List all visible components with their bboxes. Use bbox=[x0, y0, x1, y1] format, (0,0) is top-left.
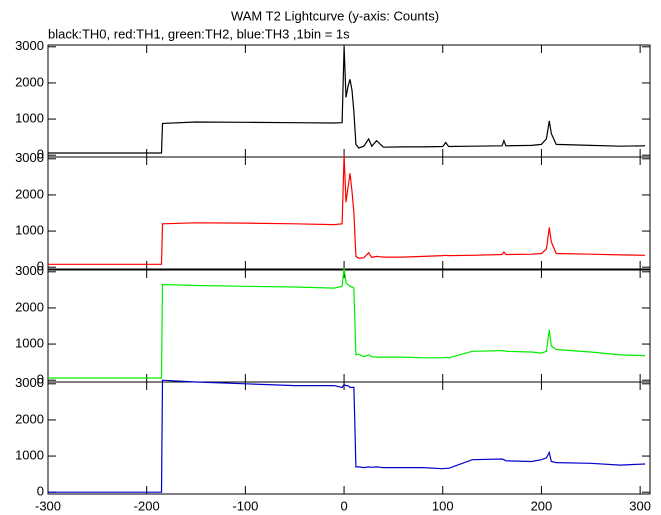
series-line bbox=[48, 379, 646, 493]
series-line bbox=[48, 46, 646, 154]
y-tick-label: 0 bbox=[37, 147, 44, 162]
y-tick-label: 3000 bbox=[15, 150, 44, 165]
y-tick-label: 1000 bbox=[15, 111, 44, 126]
y-tick-label: 3000 bbox=[15, 263, 44, 278]
x-tick-label: 100 bbox=[432, 498, 454, 513]
x-tick-label: 0 bbox=[340, 498, 347, 513]
y-tick-label: 3000 bbox=[15, 38, 44, 53]
chart-subtitle: black:TH0, red:TH1, green:TH2, blue:TH3 … bbox=[48, 26, 350, 41]
y-tick-label: 0 bbox=[37, 484, 44, 499]
y-tick-label: 2000 bbox=[15, 411, 44, 426]
y-tick-label: 2000 bbox=[15, 186, 44, 201]
y-tick-label: 0 bbox=[37, 259, 44, 274]
x-tick-label: 200 bbox=[531, 498, 553, 513]
panel-frame bbox=[47, 156, 651, 270]
y-tick-label: 0 bbox=[37, 372, 44, 387]
y-tick-label: 3000 bbox=[15, 375, 44, 390]
panel-frame bbox=[47, 44, 651, 158]
y-tick-label: 1000 bbox=[15, 223, 44, 238]
series-line bbox=[48, 268, 646, 379]
x-tick-label: 300 bbox=[629, 498, 651, 513]
y-tick-label: 2000 bbox=[15, 299, 44, 314]
y-tick-label: 1000 bbox=[15, 448, 44, 463]
x-tick-label: -200 bbox=[134, 498, 160, 513]
y-tick-label: 2000 bbox=[15, 74, 44, 89]
series-line bbox=[48, 155, 646, 265]
x-tick-label: -100 bbox=[232, 498, 258, 513]
x-tick-label: -300 bbox=[35, 498, 61, 513]
panel-frame bbox=[47, 381, 651, 495]
panel-frame bbox=[47, 269, 651, 383]
y-tick-label: 1000 bbox=[15, 336, 44, 351]
chart-title: WAM T2 Lightcurve (y-axis: Counts) bbox=[231, 8, 439, 23]
